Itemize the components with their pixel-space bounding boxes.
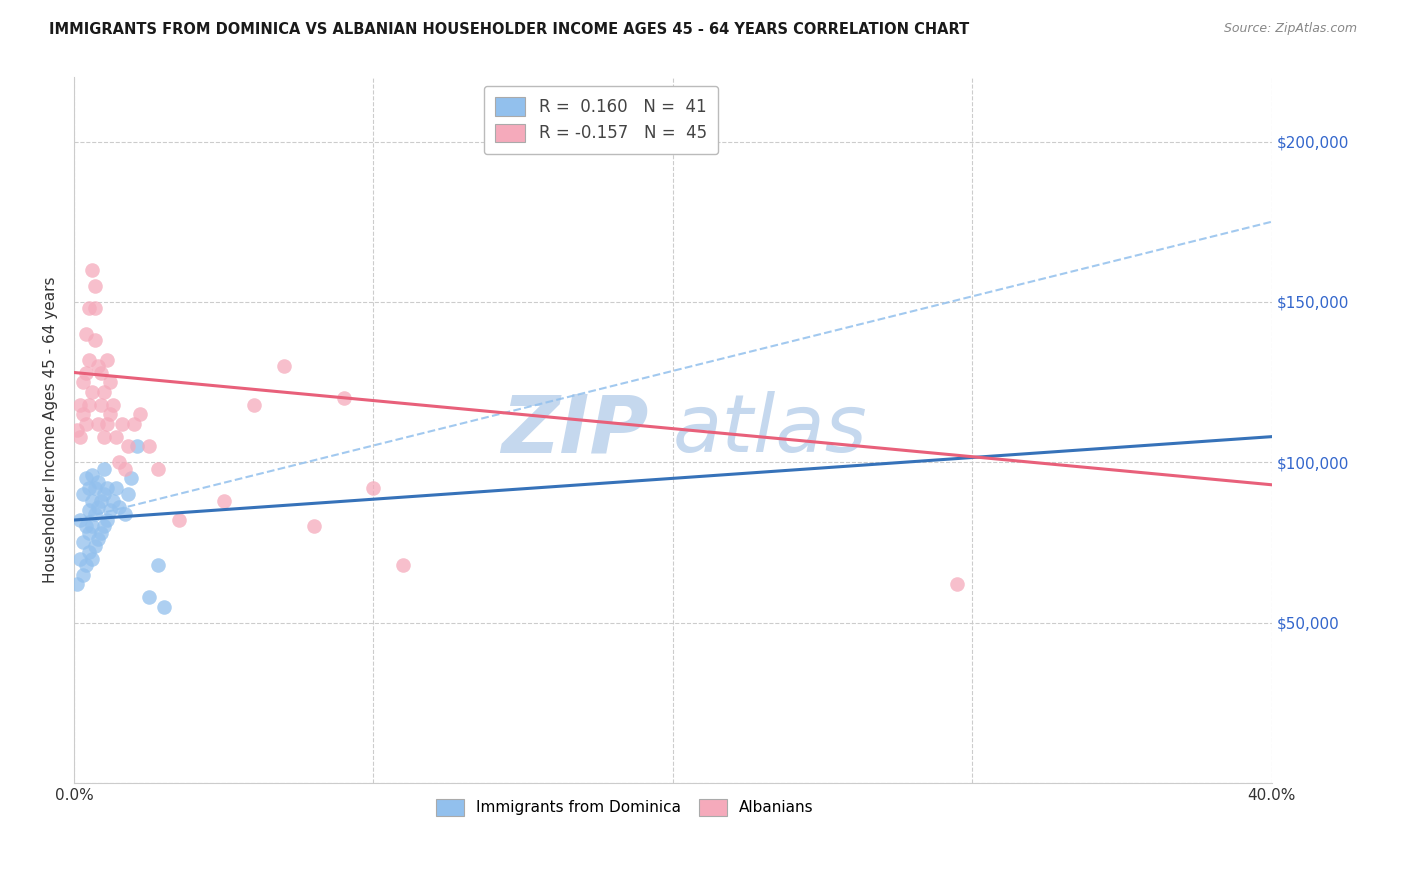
Point <box>101 493 124 508</box>
Point <box>80 263 103 277</box>
Text: atlas: atlas <box>673 392 868 469</box>
Point <box>302 519 325 533</box>
Point <box>69 398 91 412</box>
Point <box>77 503 100 517</box>
Point <box>167 513 190 527</box>
Point <box>273 359 295 373</box>
Point <box>77 525 100 540</box>
Point <box>75 417 97 431</box>
Point <box>84 279 107 293</box>
Point <box>242 398 264 412</box>
Point <box>93 461 115 475</box>
Point <box>117 439 139 453</box>
Point <box>84 507 107 521</box>
Point <box>105 430 128 444</box>
Text: IMMIGRANTS FROM DOMINICA VS ALBANIAN HOUSEHOLDER INCOME AGES 45 - 64 YEARS CORRE: IMMIGRANTS FROM DOMINICA VS ALBANIAN HOU… <box>49 22 970 37</box>
Point <box>90 493 112 508</box>
Point <box>75 471 97 485</box>
Point <box>98 375 121 389</box>
Point <box>84 481 107 495</box>
Point <box>69 551 91 566</box>
Point <box>75 366 97 380</box>
Point <box>96 481 118 495</box>
Point <box>90 525 112 540</box>
Point <box>111 417 134 431</box>
Point <box>90 398 112 412</box>
Point <box>138 590 160 604</box>
Point <box>96 417 118 431</box>
Point <box>212 493 235 508</box>
Point <box>125 439 148 453</box>
Point <box>93 519 115 533</box>
Point <box>75 519 97 533</box>
Point <box>122 417 145 431</box>
Point <box>332 391 354 405</box>
Point <box>80 384 103 399</box>
Point <box>93 384 115 399</box>
Point <box>80 493 103 508</box>
Point <box>75 558 97 572</box>
Point <box>146 461 169 475</box>
Point <box>98 407 121 421</box>
Point <box>77 481 100 495</box>
Point <box>105 481 128 495</box>
Point <box>108 500 131 515</box>
Point <box>93 430 115 444</box>
Point <box>84 539 107 553</box>
Point <box>66 577 89 591</box>
Point <box>101 398 124 412</box>
Y-axis label: Householder Income Ages 45 - 64 years: Householder Income Ages 45 - 64 years <box>44 277 58 583</box>
Point <box>77 398 100 412</box>
Point <box>80 468 103 483</box>
Point <box>87 533 110 547</box>
Point <box>98 503 121 517</box>
Point <box>84 334 107 348</box>
Point <box>77 545 100 559</box>
Point <box>392 558 415 572</box>
Point <box>84 301 107 316</box>
Point <box>69 430 91 444</box>
Point <box>66 423 89 437</box>
Point <box>87 417 110 431</box>
Point <box>72 535 94 549</box>
Point <box>72 487 94 501</box>
Point <box>87 359 110 373</box>
Point <box>75 326 97 341</box>
Point <box>72 567 94 582</box>
Point <box>120 471 142 485</box>
Point <box>77 301 100 316</box>
Point <box>129 407 152 421</box>
Point <box>72 407 94 421</box>
Text: ZIP: ZIP <box>502 392 650 469</box>
Point <box>96 513 118 527</box>
Point <box>80 551 103 566</box>
Point <box>117 487 139 501</box>
Text: Source: ZipAtlas.com: Source: ZipAtlas.com <box>1223 22 1357 36</box>
Point <box>80 519 103 533</box>
Point <box>69 513 91 527</box>
Point <box>946 577 969 591</box>
Point <box>138 439 160 453</box>
Point <box>77 352 100 367</box>
Point <box>87 475 110 489</box>
Point <box>87 500 110 515</box>
Point <box>114 507 136 521</box>
Point <box>363 481 385 495</box>
Legend: Immigrants from Dominica, Albanians: Immigrants from Dominica, Albanians <box>427 789 823 825</box>
Point <box>153 599 176 614</box>
Point <box>93 487 115 501</box>
Point <box>108 455 131 469</box>
Point <box>114 461 136 475</box>
Point <box>146 558 169 572</box>
Point <box>90 366 112 380</box>
Point <box>72 375 94 389</box>
Point <box>96 352 118 367</box>
